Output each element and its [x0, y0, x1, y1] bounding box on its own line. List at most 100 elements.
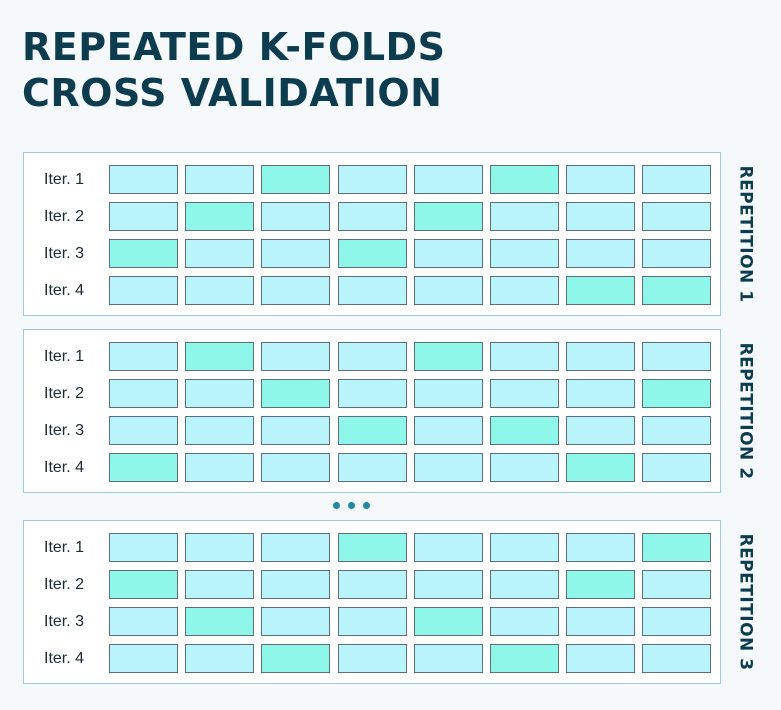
train-fold	[490, 533, 559, 562]
repetition-panel-3: Iter. 1 Iter. 2 Iter. 3 Iter. 4	[23, 520, 721, 684]
train-fold	[261, 239, 331, 268]
train-fold	[261, 570, 331, 599]
train-fold	[109, 533, 178, 562]
iteration-row: Iter. 4	[24, 453, 720, 483]
train-fold	[337, 570, 407, 599]
train-fold	[490, 202, 559, 231]
train-fold	[185, 416, 255, 445]
train-fold	[109, 165, 178, 194]
iteration-row: Iter. 3	[24, 239, 720, 269]
train-fold	[109, 276, 178, 305]
test-fold	[642, 276, 712, 305]
train-fold	[413, 453, 483, 482]
train-fold	[337, 453, 407, 482]
train-fold	[413, 570, 483, 599]
train-fold	[109, 416, 178, 445]
train-fold	[642, 165, 712, 194]
repetition-label-text: REPETITION 1	[736, 165, 757, 303]
train-fold	[490, 239, 559, 268]
iteration-row: Iter. 1	[24, 165, 720, 195]
train-fold	[642, 239, 712, 268]
iteration-label: Iter. 4	[44, 282, 85, 299]
repetition-label-3: REPETITION 3	[733, 520, 759, 684]
iteration-row: Iter. 3	[24, 607, 720, 637]
iteration-row: Iter. 1	[24, 533, 720, 563]
test-fold	[185, 607, 255, 636]
test-fold	[337, 533, 407, 562]
iteration-row: Iter. 2	[24, 570, 720, 600]
train-fold	[566, 239, 636, 268]
train-fold	[261, 342, 331, 371]
train-fold	[185, 453, 255, 482]
iteration-label: Iter. 3	[44, 422, 85, 439]
iteration-label: Iter. 4	[44, 459, 85, 476]
repetition-panel-1: Iter. 1 Iter. 2 Iter. 3 Iter. 4	[23, 152, 721, 316]
iteration-label: Iter. 4	[44, 650, 85, 667]
train-fold	[261, 276, 331, 305]
train-fold	[261, 416, 331, 445]
test-fold	[261, 379, 331, 408]
train-fold	[413, 379, 483, 408]
repetition-label-text: REPETITION 2	[736, 342, 757, 480]
test-fold	[490, 644, 559, 673]
repetition-panel-2: Iter. 1 Iter. 2 Iter. 3 Iter. 4	[23, 329, 721, 493]
train-fold	[642, 453, 712, 482]
train-fold	[642, 607, 712, 636]
title-line-1: REPEATED K-FOLDS	[22, 25, 446, 69]
test-fold	[109, 453, 178, 482]
train-fold	[490, 276, 559, 305]
train-fold	[185, 276, 255, 305]
test-fold	[261, 165, 331, 194]
train-fold	[566, 416, 636, 445]
train-fold	[642, 202, 712, 231]
train-fold	[185, 644, 255, 673]
iteration-label: Iter. 3	[44, 613, 85, 630]
train-fold	[642, 416, 712, 445]
test-fold	[566, 276, 636, 305]
iteration-label: Iter. 1	[44, 539, 85, 556]
train-fold	[566, 202, 636, 231]
train-fold	[337, 644, 407, 673]
train-fold	[185, 239, 255, 268]
repetition-label-text: REPETITION 3	[736, 533, 757, 671]
train-fold	[185, 533, 255, 562]
train-fold	[337, 165, 407, 194]
train-fold	[413, 239, 483, 268]
train-fold	[337, 342, 407, 371]
test-fold	[642, 379, 712, 408]
iteration-label: Iter. 1	[44, 348, 85, 365]
diagram-title: REPEATED K-FOLDS CROSS VALIDATION	[22, 24, 445, 116]
test-fold	[109, 570, 178, 599]
iteration-label: Iter. 2	[44, 576, 85, 593]
train-fold	[566, 165, 636, 194]
train-fold	[261, 607, 331, 636]
test-fold	[490, 416, 559, 445]
train-fold	[566, 379, 636, 408]
iteration-row: Iter. 4	[24, 644, 720, 674]
iteration-label: Iter. 2	[44, 208, 85, 225]
train-fold	[490, 342, 559, 371]
train-fold	[566, 644, 636, 673]
train-fold	[642, 342, 712, 371]
train-fold	[109, 342, 178, 371]
test-fold	[109, 239, 178, 268]
train-fold	[642, 570, 712, 599]
test-fold	[185, 342, 255, 371]
train-fold	[109, 379, 178, 408]
iteration-label: Iter. 1	[44, 171, 85, 188]
train-fold	[109, 202, 178, 231]
iteration-row: Iter. 2	[24, 379, 720, 409]
train-fold	[490, 379, 559, 408]
train-fold	[413, 276, 483, 305]
train-fold	[566, 533, 636, 562]
train-fold	[337, 379, 407, 408]
test-fold	[566, 570, 636, 599]
train-fold	[413, 533, 483, 562]
train-fold	[261, 453, 331, 482]
train-fold	[185, 165, 255, 194]
test-fold	[185, 202, 255, 231]
train-fold	[490, 607, 559, 636]
iteration-label: Iter. 2	[44, 385, 85, 402]
train-fold	[261, 533, 331, 562]
train-fold	[109, 644, 178, 673]
